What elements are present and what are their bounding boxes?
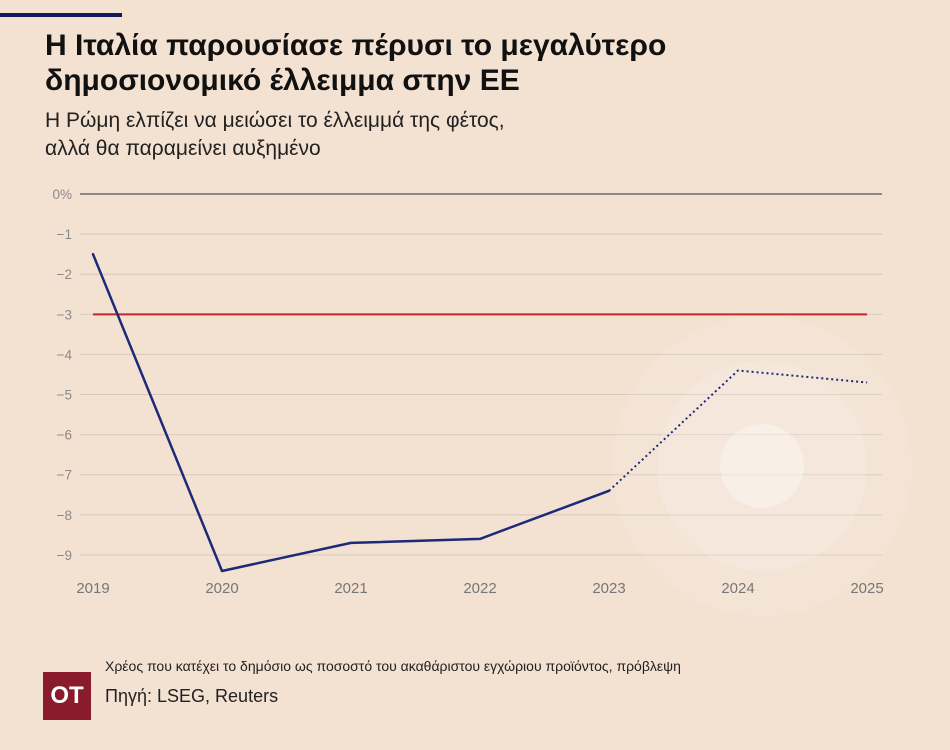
x-tick-label: 2020 <box>205 580 238 597</box>
chart-subtitle-line-2: αλλά θα παραμείνει αυξημένο <box>45 137 321 160</box>
series-line-solid <box>91 252 611 573</box>
y-tick-label: −9 <box>57 548 72 563</box>
chart-subtitle: Η Ρώμη ελπίζει να μειώσει το έλλειμμά τη… <box>45 107 505 163</box>
y-tick-label: −7 <box>57 468 72 483</box>
y-tick-label: −3 <box>57 307 72 322</box>
x-axis-tick-labels: 2019 2020 2021 2022 2023 2024 2025 <box>76 580 883 597</box>
accent-bar <box>0 13 122 17</box>
data-point-2024 <box>735 367 741 373</box>
series-group <box>90 251 870 574</box>
y-tick-label: −4 <box>57 347 73 362</box>
x-tick-label: 2025 <box>850 580 883 597</box>
chart-subtitle-line-1: Η Ρώμη ελπίζει να μειώσει το έλλειμμά τη… <box>45 109 505 132</box>
chart-title-line-1: Η Ιταλία παρουσίασε πέρυσι το μεγαλύτερο <box>45 29 667 62</box>
source-credit: Πηγή: LSEG, Reuters <box>105 686 279 706</box>
x-tick-label: 2019 <box>76 580 109 597</box>
data-point-2025 <box>864 379 870 385</box>
y-tick-label: −5 <box>57 388 72 403</box>
y-axis-tick-labels: 0% −1 −2 −3 −4 −5 −6 −7 −8 −9 <box>52 187 72 563</box>
x-tick-label: 2023 <box>592 580 625 597</box>
data-point-2021 <box>348 540 354 546</box>
y-tick-label: −1 <box>57 227 72 242</box>
decorative-circle-inner <box>720 424 804 508</box>
data-point-2022 <box>477 536 483 542</box>
data-point-2023 <box>606 488 612 494</box>
footnote: Χρέος που κατέχει το δημόσιο ως ποσοστό … <box>105 658 681 674</box>
x-tick-label: 2022 <box>463 580 496 597</box>
x-tick-label: 2024 <box>721 580 754 597</box>
y-tick-label: −2 <box>57 267 72 282</box>
decorative-circle-middle <box>657 361 867 571</box>
y-tick-label: 0% <box>52 187 72 202</box>
y-tick-label: −8 <box>57 508 72 523</box>
chart-title-line-2: δημοσιονομικό έλλειμμα στην ΕΕ <box>45 64 520 97</box>
data-point-2019 <box>90 251 96 257</box>
data-point-2020 <box>219 568 225 574</box>
series-line-dotted <box>608 369 868 492</box>
x-tick-label: 2021 <box>334 580 367 597</box>
y-tick-label: −6 <box>57 428 72 443</box>
chart-title: Η Ιταλία παρουσίασε πέρυσι το μεγαλύτερο… <box>45 28 666 98</box>
decorative-circle-outer <box>612 316 912 616</box>
decorative-circles <box>612 316 912 616</box>
publisher-logo: OT <box>43 672 91 720</box>
